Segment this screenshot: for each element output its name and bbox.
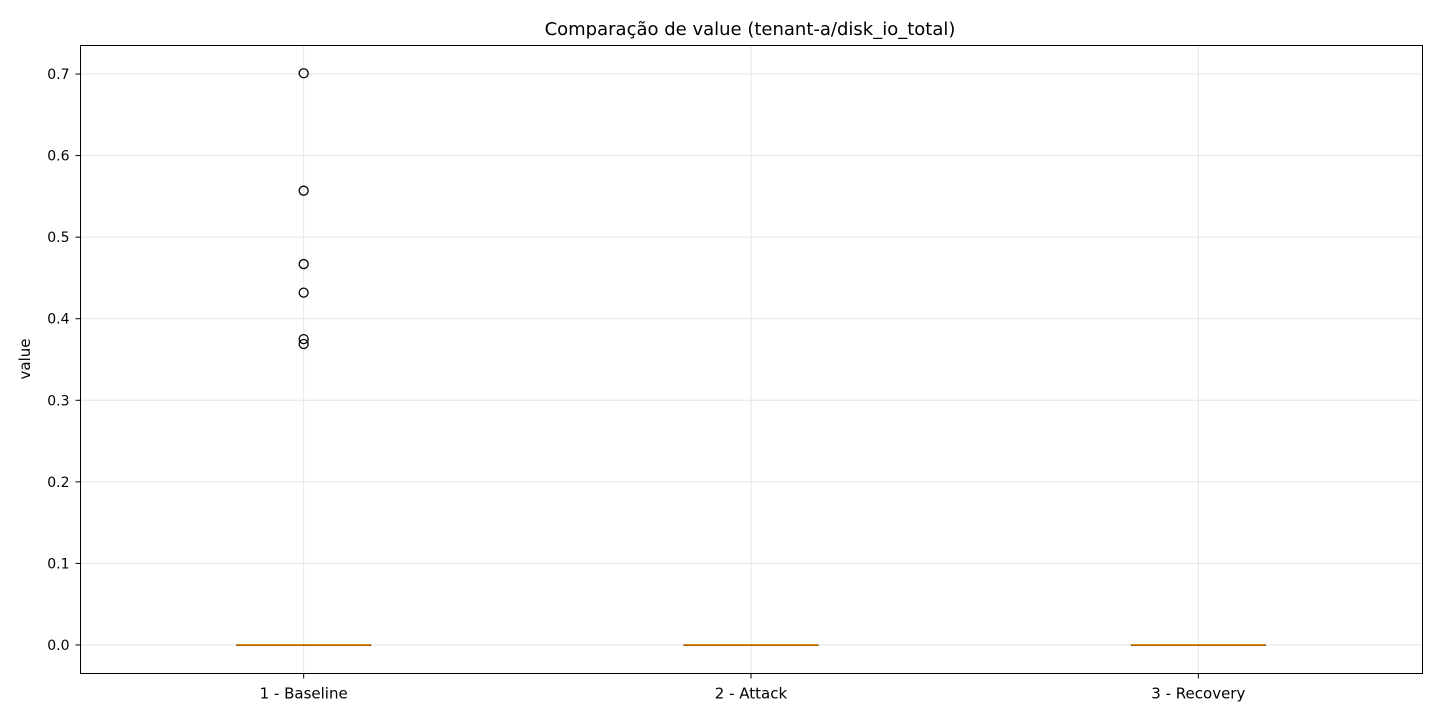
x-tick-label: 2 - Attack xyxy=(715,685,788,703)
y-tick-label: 0.4 xyxy=(47,312,69,328)
y-tick-label: 0.2 xyxy=(47,475,69,491)
y-axis: 0.0 0.1 0.2 0.3 0.4 0.5 0.6 0.7 xyxy=(47,67,81,654)
x-tick-label: 1 - Baseline xyxy=(260,685,348,703)
outliers-layer xyxy=(298,68,309,350)
y-tick-label: 0.7 xyxy=(47,67,69,83)
y-tick-label: 0.0 xyxy=(47,638,69,654)
outlier-point xyxy=(298,287,309,298)
grid-layer xyxy=(80,45,1423,674)
outlier-point xyxy=(298,185,309,196)
outlier-point xyxy=(298,333,309,345)
chart-title: Comparação de value (tenant-a/disk_io_to… xyxy=(545,19,956,40)
y-tick-label: 0.1 xyxy=(47,556,69,572)
box-2 xyxy=(683,644,819,646)
y-axis-label: value xyxy=(16,339,34,380)
outlier-point xyxy=(298,338,309,350)
boxes-layer xyxy=(236,644,1266,646)
box-3 xyxy=(1130,644,1266,646)
y-tick-label: 0.6 xyxy=(47,149,69,165)
outlier-point xyxy=(298,258,309,270)
x-axis: 1 - Baseline 2 - Attack 3 - Recovery xyxy=(260,673,1245,703)
y-tick-label: 0.5 xyxy=(47,230,69,246)
x-tick-label: 3 - Recovery xyxy=(1151,685,1245,703)
y-tick-label: 0.3 xyxy=(47,393,69,409)
box-1 xyxy=(236,644,372,646)
outlier-point xyxy=(298,68,309,79)
